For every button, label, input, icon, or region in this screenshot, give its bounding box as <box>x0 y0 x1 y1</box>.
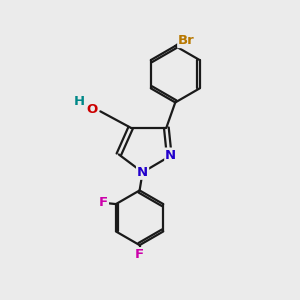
Text: N: N <box>165 148 176 162</box>
Text: F: F <box>135 248 144 261</box>
Text: O: O <box>86 103 98 116</box>
Text: N: N <box>137 166 148 179</box>
Text: H: H <box>74 95 85 108</box>
Text: Br: Br <box>178 34 195 47</box>
Text: F: F <box>99 196 108 209</box>
